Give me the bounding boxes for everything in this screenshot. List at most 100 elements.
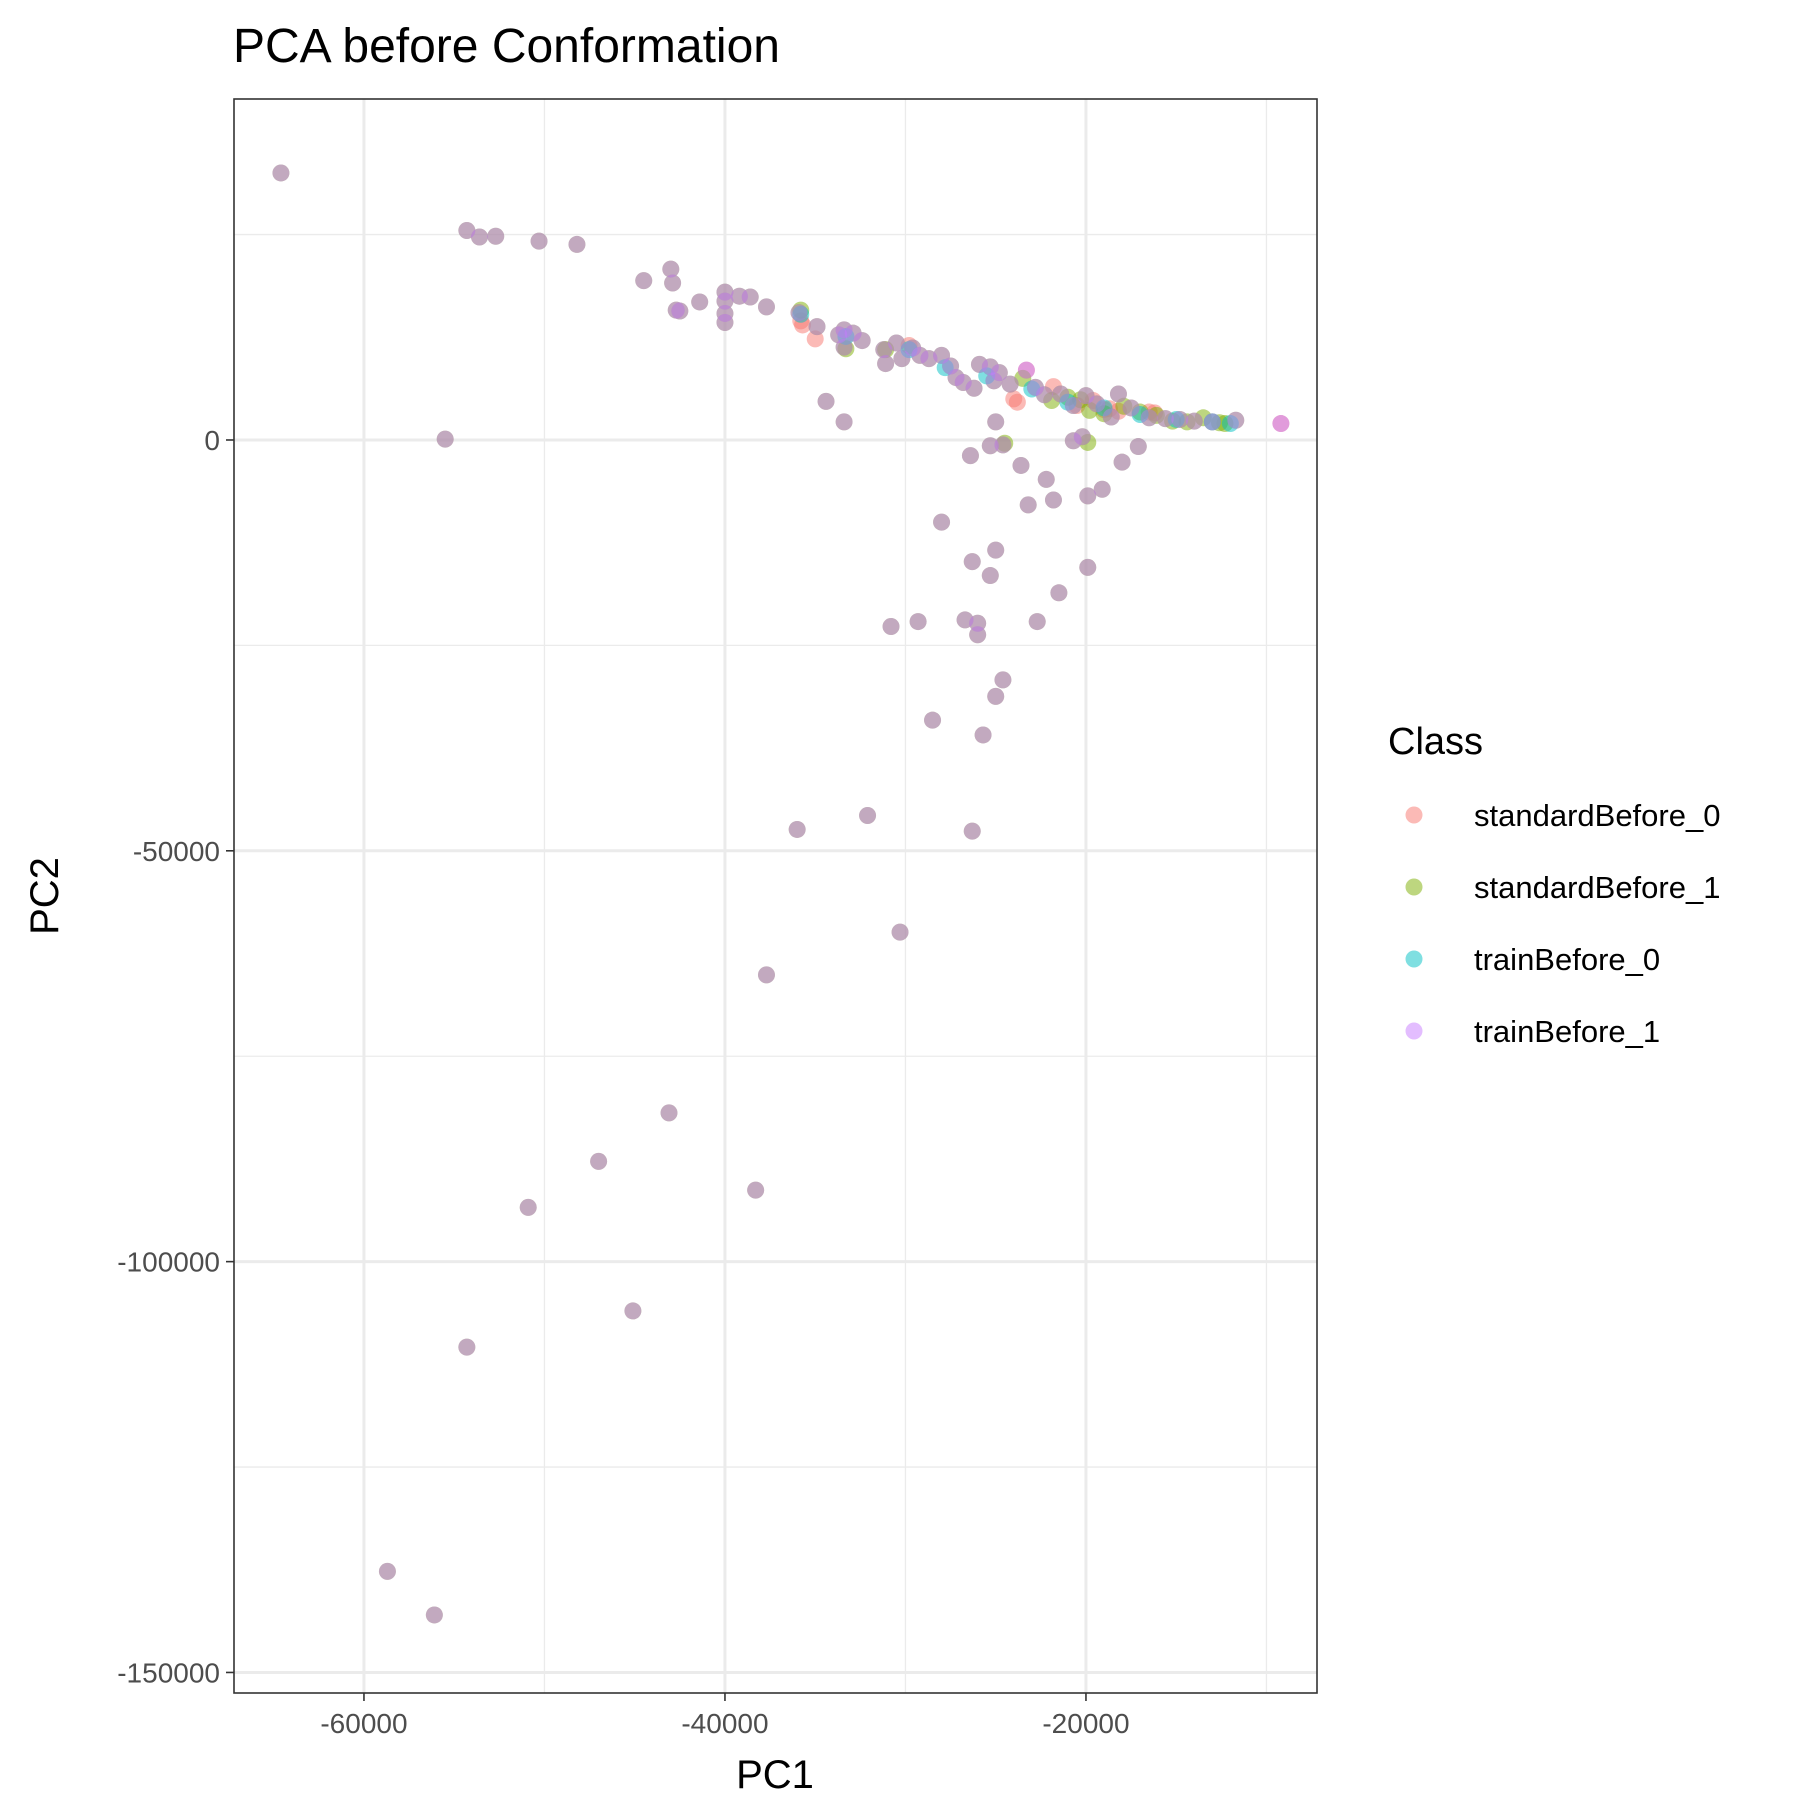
data-point [1129,438,1147,456]
data-point [1028,613,1046,631]
data-point [757,298,775,316]
points-layer [272,164,1290,1624]
legend-label-standardBefore_0: standardBefore_0 [1474,798,1720,833]
legend-key-standardBefore_0 [1405,806,1423,824]
data-point [662,260,680,278]
data-point [963,822,981,840]
data-point [924,711,942,729]
legend-label-trainBefore_0: trainBefore_0 [1474,942,1660,977]
data-point [981,437,999,455]
data-point [1037,470,1055,488]
data-point [1102,408,1120,426]
data-point [716,292,734,310]
data-point [660,1104,678,1122]
data-point [835,338,853,356]
data-point [965,379,983,397]
legend: Class standardBefore_0 standardBefore_1tr… [1388,721,1720,1049]
data-point [1088,395,1106,413]
data-point [757,966,775,984]
data-point [909,613,927,631]
data-point [1079,487,1097,505]
data-point [624,1302,642,1320]
data-point [981,567,999,585]
data-point [1203,413,1221,431]
data-point [961,447,979,465]
x-tick-label: -20000 [1042,1708,1129,1739]
data-point [635,272,653,290]
data-point [808,318,826,336]
axis-ticks: -60000 -40000 -20000 -150000 -100000 -50000 0 [117,425,1129,1739]
data-point [1093,480,1111,498]
x-tick-label: -40000 [681,1708,768,1739]
data-point [1052,385,1070,403]
y-tick-label: -150000 [117,1657,220,1688]
data-point [1109,385,1127,403]
data-point [1272,415,1290,433]
y-tick-label: 0 [204,425,220,456]
data-point [790,304,808,322]
data-point [1044,491,1062,509]
data-point [933,513,951,531]
data-point [987,541,1005,559]
data-point [877,355,895,373]
data-point [590,1152,608,1170]
data-point [470,228,488,246]
data-point [859,806,877,824]
data-point [974,726,992,744]
plot-panel-border [233,98,1318,1694]
series-trainBefore_1 [272,164,1290,1624]
data-point [853,332,871,350]
data-point [882,617,900,635]
data-point [691,293,709,311]
data-point [487,227,505,245]
data-point [568,235,586,253]
data-point [272,164,290,182]
data-point [788,820,806,838]
legend-label-trainBefore_1: trainBefore_1 [1474,1014,1660,1049]
data-point [1113,453,1131,471]
data-point [1171,410,1189,428]
y-tick-label: -100000 [117,1247,220,1278]
y-tick-label: -50000 [133,836,220,867]
data-point [990,364,1008,382]
data-point [671,302,689,320]
data-point [1227,411,1245,429]
data-point [1122,399,1140,417]
data-point [1050,584,1068,602]
data-point [1073,428,1091,446]
data-point [887,334,905,352]
data-point [1140,409,1158,427]
data-point [969,626,987,644]
y-axis-title: PC2 [23,857,67,935]
data-point [1035,386,1053,404]
data-point [436,430,454,448]
data-point [458,221,476,239]
x-tick-label: -60000 [320,1708,407,1739]
legend-key-trainBefore_0 [1405,950,1423,968]
legend-title: Class [1388,721,1483,763]
data-point [1064,396,1082,414]
grid-layer [234,99,1317,1693]
data-point [1012,456,1030,474]
data-point [893,350,911,368]
data-point [378,1562,396,1580]
plot-panel [234,99,1317,1693]
legend-entries: standardBefore_0 standardBefore_1 trainBef… [1405,798,1720,1049]
data-point [891,923,909,941]
data-point [458,1338,476,1356]
data-point [1185,412,1203,430]
data-point [963,553,981,571]
data-point [519,1198,537,1216]
data-point [425,1606,443,1624]
data-point [747,1181,765,1199]
x-axis-title: PC1 [736,1753,814,1797]
data-point [994,436,1012,454]
data-point [1017,361,1035,379]
data-point [1079,558,1097,576]
data-point [817,392,835,410]
data-point [741,288,759,306]
data-point [716,313,734,331]
data-point [875,341,893,359]
data-point [664,274,682,292]
data-point [1019,496,1037,514]
